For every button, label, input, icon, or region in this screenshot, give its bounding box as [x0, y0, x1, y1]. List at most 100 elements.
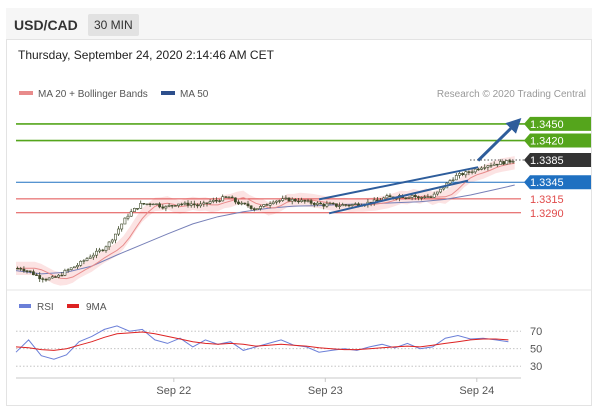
candle-body: [464, 171, 468, 176]
candle-body: [303, 199, 307, 202]
candle: [79, 260, 83, 267]
timeframe-button[interactable]: 30 MIN: [88, 14, 139, 36]
candle-body: [192, 203, 196, 206]
candle-body: [221, 196, 225, 202]
candle-body: [28, 270, 32, 272]
level-label-box: 1.3450: [524, 116, 591, 131]
candle: [451, 177, 455, 182]
candle: [237, 199, 240, 205]
candle: [338, 202, 341, 210]
candle-body: [480, 167, 483, 170]
candle: [192, 200, 196, 208]
candle-body: [186, 202, 190, 206]
candle: [429, 195, 433, 198]
candle: [28, 270, 32, 274]
candle: [511, 160, 515, 164]
candle-body: [57, 274, 61, 278]
candle-body: [91, 254, 95, 258]
candle-body: [170, 205, 174, 207]
candle: [145, 203, 149, 206]
candle: [136, 208, 139, 211]
candle-body: [139, 203, 143, 209]
level-lines-layer: [16, 123, 525, 214]
candle-body: [148, 203, 152, 205]
candle-body: [196, 204, 199, 207]
candle-body: [22, 268, 26, 272]
credit-label: Research © 2020 Trading Central: [437, 89, 586, 100]
candle: [385, 193, 389, 199]
candle-body: [325, 203, 329, 207]
candle-body: [312, 203, 316, 205]
candle: [66, 268, 70, 273]
candle: [167, 203, 171, 208]
candle: [31, 269, 35, 276]
candle: [85, 257, 89, 262]
candle-body: [25, 270, 29, 272]
candle-body: [133, 208, 136, 212]
candle-body: [278, 200, 281, 202]
candle: [328, 201, 332, 205]
level-labels-layer: 1.3450 1.3420 1.3385 1.3345 1.3315 1.3290: [524, 116, 591, 220]
candle: [44, 277, 48, 282]
candle: [473, 168, 477, 174]
candle: [180, 202, 184, 206]
candle: [110, 238, 114, 244]
candle-body: [454, 175, 458, 181]
candle: [202, 200, 206, 207]
candle: [183, 201, 187, 206]
candle-body: [50, 276, 54, 279]
ma50-layer: [15, 184, 515, 275]
candle: [69, 267, 73, 271]
candle-body: [246, 203, 250, 207]
candle-body: [476, 168, 480, 171]
level-label-bg: [524, 116, 591, 131]
datetime-label: Thursday, September 24, 2020 2:14:46 AM …: [18, 48, 274, 62]
candle: [331, 202, 335, 205]
candle-body: [413, 195, 417, 198]
candle: [230, 195, 234, 199]
candle-body: [350, 204, 354, 206]
candle-body: [268, 203, 272, 206]
candle: [416, 195, 420, 201]
candle-body: [252, 208, 256, 211]
candle-body: [353, 203, 357, 205]
candle: [303, 199, 307, 204]
candle-body: [189, 203, 193, 206]
candle: [439, 188, 442, 194]
candle: [344, 204, 348, 207]
candle: [158, 202, 162, 209]
candle: [388, 193, 392, 198]
candle-body: [151, 203, 155, 206]
candle-body: [85, 258, 89, 261]
rsi-ma-legend-label: 9MA: [86, 302, 107, 313]
candle: [114, 233, 117, 244]
candle-body: [423, 196, 427, 198]
candle: [129, 208, 133, 217]
candle-body: [306, 200, 310, 202]
candle-body: [281, 198, 285, 201]
level-label-text: 1.3450: [530, 119, 564, 131]
rsi-ma-legend-swatch: [67, 304, 79, 308]
candle-body: [38, 275, 42, 280]
candle: [375, 197, 379, 202]
candle: [334, 203, 338, 208]
candle-body: [35, 274, 38, 276]
candle: [470, 169, 474, 175]
candle-body: [297, 200, 300, 203]
candle: [117, 226, 121, 236]
candle-body: [489, 165, 493, 167]
candle-body: [334, 203, 338, 207]
candle-body: [73, 266, 76, 269]
candle-body: [129, 211, 133, 217]
candle-body: [331, 202, 335, 205]
candle: [495, 163, 499, 167]
candle-body: [385, 195, 389, 199]
candle-body: [224, 196, 228, 198]
level-label-text: 1.3345: [530, 177, 564, 189]
candle-body: [328, 202, 332, 205]
candle-body: [429, 196, 433, 198]
candle-body: [319, 202, 323, 205]
candle: [476, 167, 480, 171]
candle-body: [338, 205, 341, 207]
